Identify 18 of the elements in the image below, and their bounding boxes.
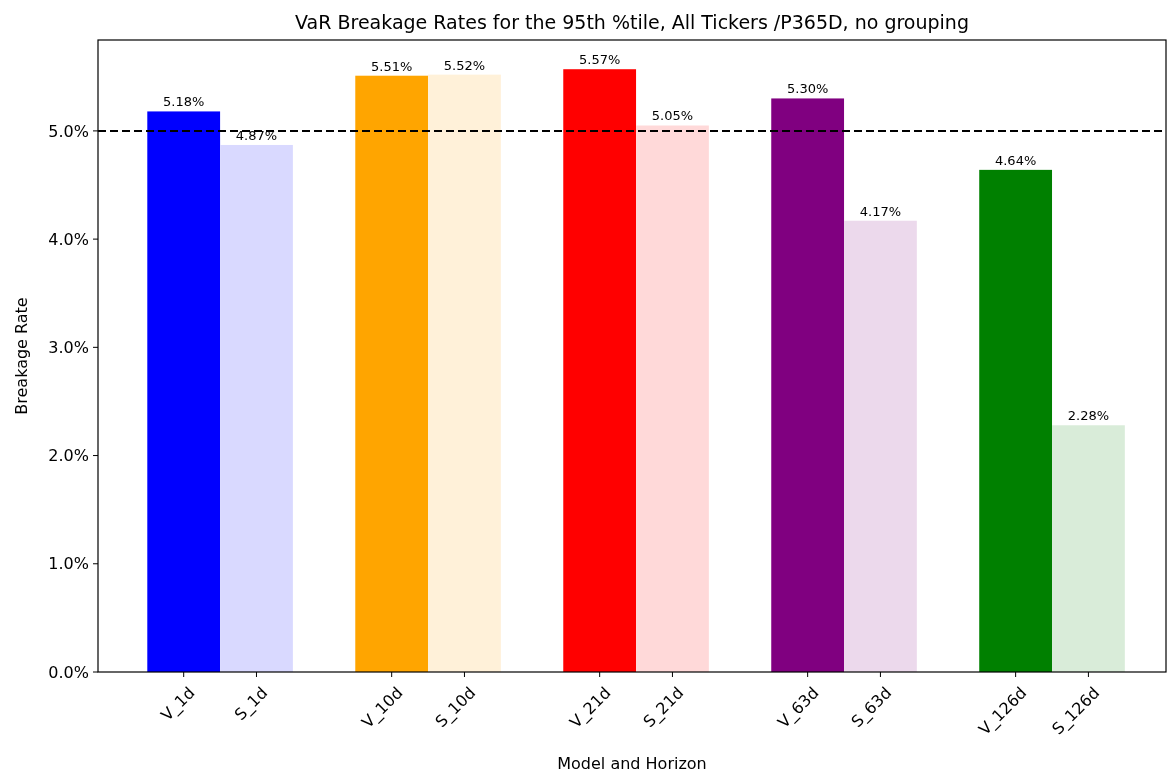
data-label: 4.64% — [994, 152, 1037, 168]
data-label: 4.17% — [859, 203, 902, 219]
data-label: 5.30% — [786, 81, 829, 97]
data-label: 5.51% — [371, 58, 413, 74]
y-tick-label: 2.0% — [48, 446, 89, 466]
y-tick-label: 4.0% — [48, 229, 89, 249]
x-axis-title: Model and Horizon — [557, 754, 707, 773]
data-label: 5.52% — [443, 57, 486, 73]
data-label: 5.05% — [651, 108, 694, 124]
y-tick-label: 1.0% — [48, 554, 89, 574]
data-label: 2.28% — [1067, 408, 1110, 424]
data-label: 5.57% — [579, 52, 621, 68]
y-axis-title: Breakage Rate — [12, 297, 31, 415]
y-tick-label: 5.0% — [48, 121, 89, 141]
y-tick-label: 0.0% — [48, 662, 89, 682]
y-tick-label: 3.0% — [48, 337, 89, 357]
chart-title: VaR Breakage Rates for the 95th %tile, All Tickers /P365D, no grouping — [295, 11, 969, 33]
data-label: 5.18% — [163, 94, 205, 110]
